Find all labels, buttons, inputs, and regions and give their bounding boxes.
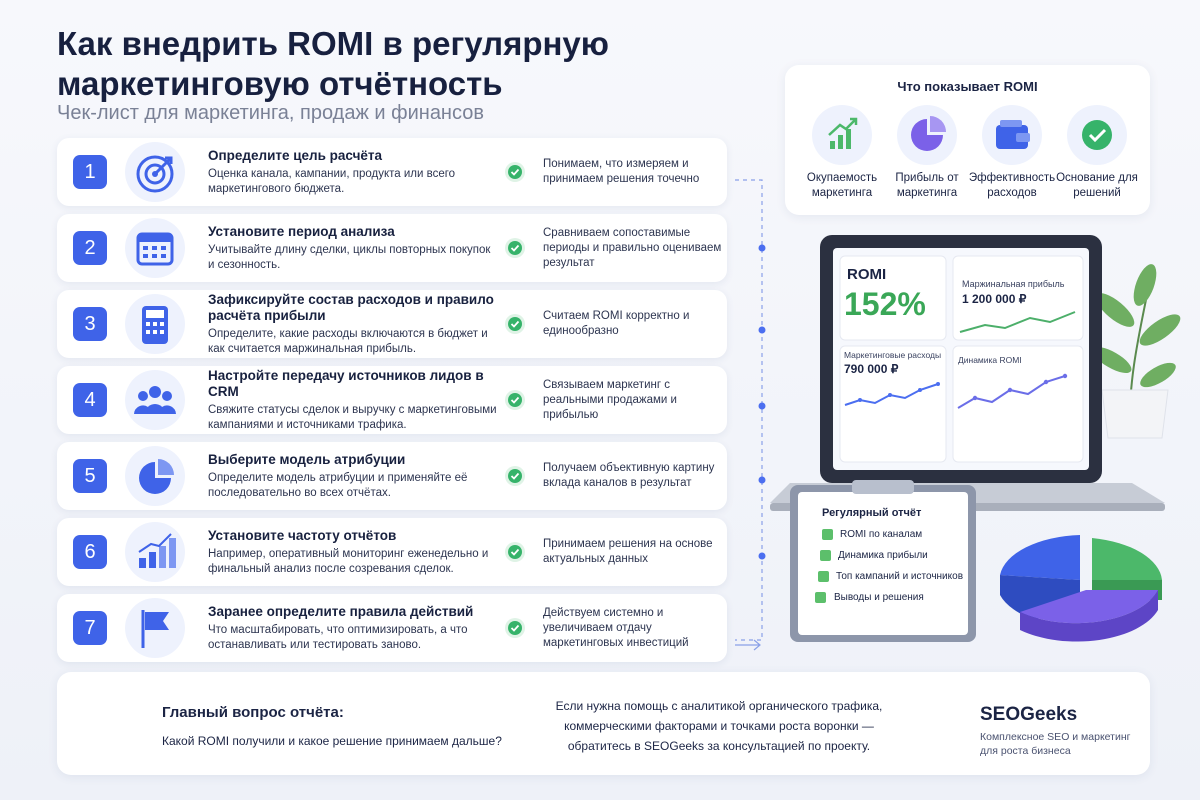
title: Как внедрить ROMI в регулярную маркетинг…	[57, 25, 609, 102]
step-result: Понимаем, что измеряем и принимаем решен…	[543, 158, 700, 185]
brand-logo: GG	[933, 708, 955, 724]
step-icon	[125, 294, 185, 354]
panel-icon	[812, 105, 872, 165]
step-icon	[125, 522, 185, 582]
step-result: Принимаем решения на основе актуальных д…	[543, 538, 713, 565]
step-number: 1	[73, 155, 107, 189]
step-description: Оценка канала, кампании, продукта или вс…	[208, 167, 456, 195]
step-card: 2 Установите период анализа Учитывайте дли…	[57, 214, 727, 282]
step-number: 6	[73, 535, 107, 569]
dash-value: 790 000 ₽	[844, 362, 899, 376]
question-text: Какой ROMI получили и какое решение прин…	[162, 734, 502, 748]
check-icon	[505, 390, 525, 410]
step-description: Что масштабировать, что оптимизировать, …	[208, 623, 468, 651]
romi-panel: Что показывает ROMI Окупаемость маркетин…	[785, 65, 1150, 215]
cta: Если нужна помощь с аналитикой органичес…	[555, 699, 883, 753]
panel-label: Прибыль от маркетинга	[895, 172, 959, 199]
step-number: 7	[73, 611, 107, 645]
check-icon	[505, 162, 525, 182]
report-item: ROMI по каналам	[840, 529, 923, 540]
dash-value: 1 200 000 ₽	[962, 292, 1027, 306]
footer: Главный вопрос отчёта: Какой ROMI получи…	[57, 672, 1150, 775]
step-result: Считаем ROMI корректно и единообразно	[543, 310, 690, 337]
step-card: 5 Выберите модель атрибуции Определите мод…	[57, 442, 727, 510]
check-icon	[505, 238, 525, 258]
step-description: Например, оперативный мониторинг еженеде…	[208, 547, 489, 575]
step-text: Настройте передачу источников лидов в CR…	[208, 366, 498, 434]
step-title: Зафиксируйте состав расходов и правило р…	[208, 291, 494, 323]
panel-title: Что показывает ROMI	[897, 79, 1038, 94]
panel-label: Эффективность расходов	[968, 172, 1056, 199]
panel-label: Окупаемость маркетинга	[806, 172, 878, 199]
step-card: 4 Настройте передачу источников лидов в C…	[57, 366, 727, 434]
step-icon	[125, 370, 185, 430]
step-number: 5	[73, 459, 107, 493]
step-text: Установите период анализа Учитывайте длин…	[208, 214, 498, 282]
subtitle: Чек-лист для маркетинга, продаж и финанс…	[57, 102, 484, 124]
step-description: Определите, какие расходы включаются в б…	[208, 327, 488, 355]
step-title: Определите цель расчёта	[208, 147, 383, 163]
report-item: Топ кампаний и источников	[836, 571, 964, 582]
step-text: Выберите модель атрибуции Определите моде…	[208, 442, 498, 510]
dash-label: Маржинальная прибыль	[962, 279, 1065, 289]
step-description: Учитывайте длину сделки, циклы повторных…	[208, 243, 491, 271]
step-title: Настройте передачу источников лидов в CR…	[208, 367, 484, 399]
report-item: Выводы и решения	[834, 592, 924, 603]
step-description: Свяжите статусы сделок и выручку с марке…	[208, 403, 497, 431]
step-card: 3 Зафиксируйте состав расходов и правило …	[57, 290, 727, 358]
brand: SEOGeeks	[980, 704, 1078, 725]
dash-value: 152%	[844, 286, 926, 322]
step-number: 2	[73, 231, 107, 265]
step-title: Установите период анализа	[208, 223, 395, 239]
step-icon	[125, 598, 185, 658]
step-card: 6 Установите частоту отчётов Например, опе…	[57, 518, 727, 586]
step-text: Определите цель расчёта Оценка канала, ка…	[208, 138, 498, 206]
report-item: Динамика прибыли	[838, 550, 928, 561]
check-icon	[505, 618, 525, 638]
step-title: Установите частоту отчётов	[208, 527, 397, 543]
dash-label: ROMI	[847, 266, 887, 283]
panel-icon	[897, 105, 957, 165]
check-icon	[505, 542, 525, 562]
step-icon	[125, 218, 185, 278]
step-result: Действуем системно и увеличиваем отдачу …	[543, 606, 689, 649]
panel-icon	[1067, 105, 1127, 165]
step-title: Выберите модель атрибуции	[208, 451, 406, 467]
step-text: Установите частоту отчётов Например, опер…	[208, 518, 498, 586]
step-result: Получаем объективную картину вклада кана…	[543, 462, 715, 489]
step-title: Заранее определите правила действий	[208, 603, 474, 619]
step-text: Заранее определите правила действий Что м…	[208, 594, 498, 662]
step-icon	[125, 142, 185, 202]
step-number: 4	[73, 383, 107, 417]
step-number: 3	[73, 307, 107, 341]
step-card: 1 Определите цель расчёта Оценка канала, к…	[57, 138, 727, 206]
brand-tagline: Комплексное SEO и маркетинг для роста би…	[980, 731, 1131, 757]
step-card: 7 Заранее определите правила действий Что …	[57, 594, 727, 662]
dash-label: Маркетинговые расходы	[844, 350, 942, 360]
step-icon	[125, 446, 185, 506]
check-icon	[505, 314, 525, 334]
panel-label: Основание для решений	[1056, 172, 1138, 199]
check-icon	[505, 466, 525, 486]
report-title: Регулярный отчёт	[822, 507, 922, 519]
dash-label: Динамика ROMI	[958, 355, 1022, 365]
step-description: Определите модель атрибуции и применяйте…	[208, 471, 468, 499]
step-result: Сравниваем сопоставимые периоды и правил…	[543, 226, 722, 269]
panel-icon	[982, 105, 1042, 165]
step-result: Связываем маркетинг с реальными продажам…	[543, 378, 677, 421]
question-title: Главный вопрос отчёта:	[162, 704, 344, 721]
step-text: Зафиксируйте состав расходов и правило р…	[208, 290, 498, 358]
